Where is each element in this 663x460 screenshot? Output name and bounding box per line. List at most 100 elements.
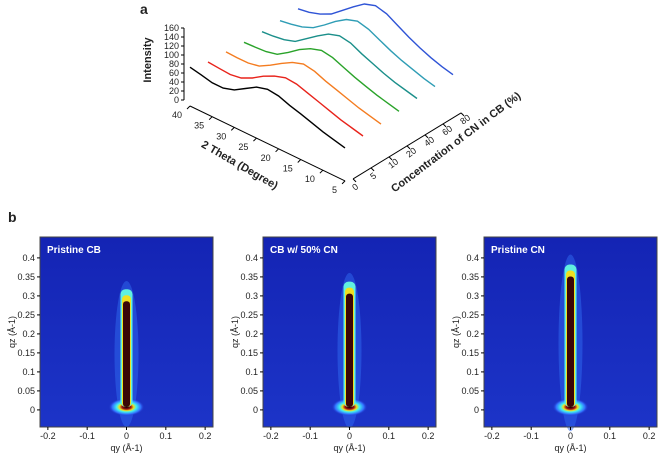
y-tick-label: 0.35 [240, 272, 258, 282]
x-tick [186, 105, 191, 110]
x-tick-label: -0.1 [302, 431, 318, 441]
y-tick-label: 0.05 [240, 386, 258, 396]
x-tick-label: 0.1 [383, 431, 396, 441]
y-tick-label: 0.1 [466, 367, 479, 377]
x-tick-label: -0.1 [523, 431, 539, 441]
x-tick-label: -0.2 [40, 431, 56, 441]
y-tick-label: 0.1 [22, 367, 35, 377]
z-tick [424, 134, 429, 139]
x-tick-label: 5 [332, 185, 337, 195]
z-tick-label: 60 [440, 123, 454, 137]
panel-title: Pristine CN [491, 245, 545, 256]
z-tick [442, 123, 447, 128]
curve [279, 18, 436, 88]
x-tick-label: 30 [216, 131, 226, 141]
y-tick-label: 0.35 [461, 272, 479, 282]
y-tick-label: 0.4 [22, 253, 35, 263]
x-axis-title: qy (Å-1) [554, 443, 586, 453]
x-tick [341, 180, 346, 185]
y-tick-label: 0.25 [240, 310, 258, 320]
y-tick-label: 140 [164, 32, 179, 42]
y-tick-label: 0.3 [22, 291, 35, 301]
y-tick-label: 0.2 [22, 329, 35, 339]
y-tick-label: 0.2 [466, 329, 479, 339]
x-tick-label: -0.1 [79, 431, 95, 441]
y-tick-label: 80 [169, 59, 179, 69]
x-tick [275, 148, 279, 153]
x-tick [208, 116, 213, 121]
panel-title: Pristine CB [47, 245, 101, 256]
x-tick-label: 35 [194, 121, 204, 131]
z-tick [460, 112, 465, 117]
x-axis-title: qy (Å-1) [333, 443, 365, 453]
x-tick [230, 127, 235, 131]
y-axis-title: qz (Å-1) [230, 316, 240, 348]
y-tick-label: 20 [169, 86, 179, 96]
z-tick [370, 167, 375, 172]
x-axis [189, 105, 346, 182]
z-tick-label: 5 [368, 170, 378, 181]
y-tick-label: 0.15 [240, 348, 258, 358]
curve [243, 41, 400, 112]
x-tick-label: 0.2 [422, 431, 435, 441]
x-tick-label: 40 [172, 110, 182, 120]
x-tick-label: 10 [305, 174, 315, 184]
x-tick-label: 0.2 [643, 431, 656, 441]
z-tick-label: 20 [404, 145, 418, 159]
y-tick-label: 0.05 [17, 386, 35, 396]
curve [225, 51, 382, 125]
y-tick-label: 0.2 [245, 329, 258, 339]
streak-inner [346, 293, 353, 407]
y-tick-label: 0 [174, 95, 179, 105]
y-tick-label: 100 [164, 50, 179, 60]
x-tick-label: -0.2 [484, 431, 500, 441]
x-tick-label: -0.2 [263, 431, 279, 441]
z-tick-label: 40 [422, 134, 436, 148]
x-tick-label: 15 [283, 164, 293, 174]
y-axis-title: qz (Å-1) [7, 316, 17, 348]
x-tick [319, 169, 324, 174]
y-tick-label: 0.25 [461, 310, 479, 320]
y-tick-label: 0.25 [17, 310, 35, 320]
y-tick-label: 0.15 [461, 348, 479, 358]
x-tick-label: 0.2 [199, 431, 212, 441]
curve [189, 66, 346, 149]
curve [261, 31, 418, 100]
y-tick-label: 120 [164, 41, 179, 51]
z-tick [352, 178, 357, 183]
z-axis-title: Concentration of CN in CB (%) [389, 90, 523, 195]
curve [207, 61, 364, 137]
z-tick [406, 145, 411, 150]
y-tick-label: 0.4 [245, 253, 258, 263]
y-tick-label: 0 [474, 405, 479, 415]
y-tick-label: 0 [30, 405, 35, 415]
z-tick [388, 156, 393, 161]
z-tick-label: 10 [386, 156, 400, 170]
panel-title: CB w/ 50% CN [270, 245, 338, 256]
x-tick-label: 0 [347, 431, 352, 441]
y-tick-label: 0 [253, 405, 258, 415]
y-tick-label: 0.1 [245, 367, 258, 377]
y-tick-label: 60 [169, 68, 179, 78]
y-tick-label: 0.3 [245, 291, 258, 301]
x-tick-label: 25 [238, 142, 248, 152]
z-tick-label: 80 [458, 112, 472, 126]
panel-label: a [140, 1, 148, 17]
y-tick-label: 0.05 [461, 386, 479, 396]
x-tick-label: 0.1 [604, 431, 617, 441]
y-tick-label: 40 [169, 77, 179, 87]
curve [297, 3, 454, 76]
x-tick-label: 20 [261, 153, 271, 163]
y-tick-label: 0.35 [17, 272, 35, 282]
y-tick-label: 0.3 [466, 291, 479, 301]
x-tick [253, 137, 257, 142]
y-tick-label: 160 [164, 23, 179, 33]
y-tick-label: 0.4 [466, 253, 479, 263]
x-axis-title: qy (Å-1) [110, 443, 142, 453]
x-tick-label: 0 [568, 431, 573, 441]
x-tick-label: 0 [124, 431, 129, 441]
x-tick-label: 0.1 [160, 431, 173, 441]
y-axis-title: Intensity [142, 37, 154, 83]
z-tick-label: 0 [350, 181, 360, 192]
